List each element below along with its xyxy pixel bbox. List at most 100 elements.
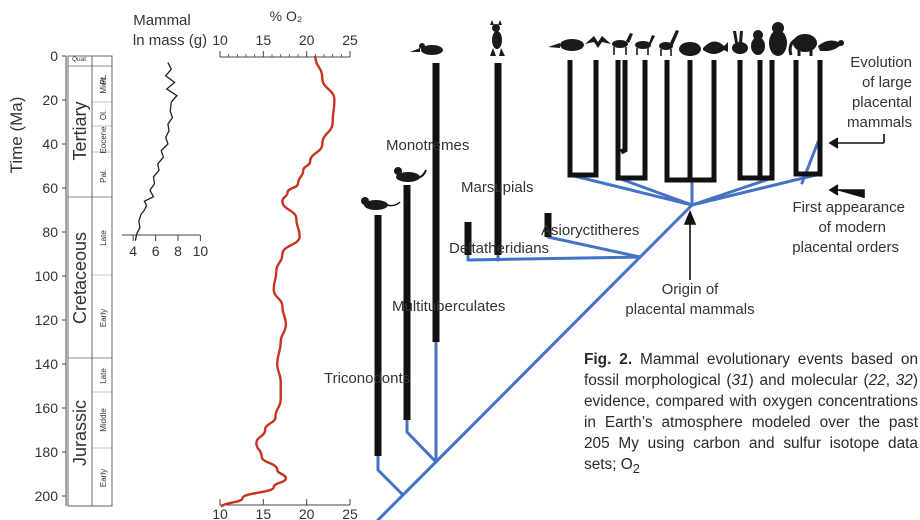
armadillo-silhouette bbox=[679, 42, 701, 56]
arrow-first-appearance bbox=[828, 184, 865, 198]
mass-panel: Mammal ln mass (g) 4 6 8 10 bbox=[122, 12, 208, 259]
o2-top-tick-label: 15 bbox=[256, 32, 272, 48]
mass-tick-label: 6 bbox=[152, 243, 160, 259]
epoch-early-cretaceous: Early bbox=[99, 309, 108, 327]
caption-text-1: Mammal evolutionary events based on foss… bbox=[584, 351, 918, 389]
epoch-oligocene: Ol. bbox=[99, 110, 108, 120]
label-asioryctitheres: Asioryctitheres bbox=[541, 222, 639, 239]
horse-silhouette bbox=[612, 33, 633, 55]
time-axis-label: Time (Ma) bbox=[7, 97, 26, 174]
caption-ref-22: 22 bbox=[868, 372, 886, 389]
epoch-middle-jurassic: Middle bbox=[99, 408, 108, 432]
branch-asioryctitheres bbox=[546, 235, 642, 259]
o2-top-axis: 10 15 20 25 bbox=[212, 32, 358, 57]
comb-1 bbox=[567, 60, 599, 178]
tree-labels: Monotremes Marsupials Asioryctitheres De… bbox=[324, 137, 639, 387]
period-jurassic: Jurassic bbox=[70, 400, 90, 466]
time-tick-label: 40 bbox=[42, 136, 58, 152]
caption-ref-32: 32 bbox=[895, 372, 913, 389]
time-tick-label: 0 bbox=[50, 48, 58, 64]
placental-combs bbox=[567, 60, 823, 183]
arrow-evolution bbox=[828, 134, 885, 149]
epoch-paleocene: Pal. bbox=[99, 169, 108, 183]
label-deltatheridians: Deltatheridians bbox=[449, 240, 549, 257]
figure-caption: Fig. 2. Mammal evolutionary events based… bbox=[584, 349, 918, 479]
caption-subscript: 2 bbox=[632, 461, 640, 477]
seal-silhouette bbox=[818, 40, 844, 51]
annot-evolution-2: of large bbox=[862, 74, 912, 91]
annot-origin-1: Origin of bbox=[662, 281, 720, 298]
annot-evolution-1: Evolution bbox=[850, 54, 912, 71]
o2-curve bbox=[220, 55, 336, 508]
caption-text-3: , bbox=[885, 372, 896, 389]
phylogeny-branches bbox=[376, 140, 822, 520]
time-tick-label: 200 bbox=[35, 488, 59, 504]
kangaroo-silhouette bbox=[490, 20, 505, 56]
mass-tick-label: 8 bbox=[174, 243, 182, 259]
elephant-silhouette bbox=[788, 34, 817, 56]
giraffe-silhouette bbox=[659, 30, 679, 56]
period-tertiary: Tertiary bbox=[70, 101, 90, 160]
platypus-silhouette bbox=[410, 43, 443, 55]
annot-origin-2: placental mammals bbox=[625, 301, 754, 318]
branch-multituberculates bbox=[405, 418, 438, 464]
silhouettes bbox=[361, 20, 844, 210]
time-ticks: 0 20 40 60 80 100 120 140 160 180 200 bbox=[35, 48, 66, 504]
o2-top-tick-label: 25 bbox=[342, 32, 358, 48]
time-tick-label: 100 bbox=[35, 268, 59, 284]
caption-label: Fig. 2. bbox=[584, 351, 633, 368]
o2-panel: % O₂ 10 15 20 25 10 15 20 25 bbox=[212, 8, 358, 520]
lineage-bars bbox=[374, 63, 552, 456]
branch-placental-left2 bbox=[616, 176, 694, 207]
o2-bottom-tick-label: 10 bbox=[212, 506, 228, 520]
label-marsupials: Marsupials bbox=[461, 179, 534, 196]
epoch-miocene: Mioc. bbox=[99, 74, 108, 93]
caption-text-2: ) and molecular ( bbox=[748, 372, 869, 389]
epoch-early-jurassic: Early bbox=[99, 469, 108, 487]
period-quaternary: Quat bbox=[72, 56, 86, 63]
branch-triconodonts bbox=[376, 453, 405, 497]
time-tick-label: 140 bbox=[35, 356, 59, 372]
mass-tick-label: 10 bbox=[193, 243, 209, 259]
annot-evolution-3: placental bbox=[852, 94, 912, 111]
time-tick-label: 20 bbox=[42, 92, 58, 108]
comb-3 bbox=[664, 60, 717, 183]
mass-tick-label: 4 bbox=[129, 243, 137, 259]
monkey-silhouette bbox=[751, 30, 765, 55]
time-tick-label: 60 bbox=[42, 180, 58, 196]
o2-bottom-tick-label: 15 bbox=[256, 506, 272, 520]
annot-first-appearance-3: placental orders bbox=[792, 239, 899, 256]
annot-evolution-4: mammals bbox=[847, 114, 912, 131]
mass-title-line1: Mammal bbox=[133, 12, 191, 29]
o2-bottom-tick-label: 20 bbox=[299, 506, 315, 520]
branch-placental-left bbox=[568, 173, 694, 207]
weasel-silhouette bbox=[394, 167, 427, 182]
annot-first-appearance-2: of modern bbox=[818, 219, 886, 236]
bat-silhouette bbox=[585, 36, 611, 48]
whale-silhouette bbox=[703, 41, 728, 54]
caption-ref-31: 31 bbox=[731, 372, 749, 389]
time-tick-label: 180 bbox=[35, 444, 59, 460]
annotations: Evolution of large placental mammals Fir… bbox=[625, 54, 912, 318]
deer-silhouette bbox=[635, 35, 655, 55]
comb-4 bbox=[737, 60, 775, 181]
o2-top-tick-label: 10 bbox=[212, 32, 228, 48]
o2-title: % O₂ bbox=[270, 8, 303, 24]
epoch-late-cretaceous: Late bbox=[99, 230, 108, 246]
label-monotremes: Monotremes bbox=[386, 137, 469, 154]
time-tick-label: 80 bbox=[42, 224, 58, 240]
comb-5 bbox=[793, 60, 823, 177]
geologic-column: Quat Tertiary Cretaceous Jurassic Pl. Mi… bbox=[67, 55, 113, 507]
anteater-silhouette bbox=[548, 39, 584, 51]
annot-first-appearance-1: First appearance bbox=[792, 199, 905, 216]
label-triconodonts: Triconodonts bbox=[324, 370, 410, 387]
arrow-origin bbox=[683, 209, 697, 280]
mass-x-axis: 4 6 8 10 bbox=[129, 235, 208, 259]
rodent-silhouette bbox=[361, 197, 401, 210]
comb-2 bbox=[615, 60, 648, 181]
mass-line bbox=[134, 62, 178, 241]
label-multituberculates: Multituberculates bbox=[392, 298, 505, 315]
time-tick-label: 120 bbox=[35, 312, 59, 328]
rabbit-silhouette bbox=[732, 31, 748, 54]
